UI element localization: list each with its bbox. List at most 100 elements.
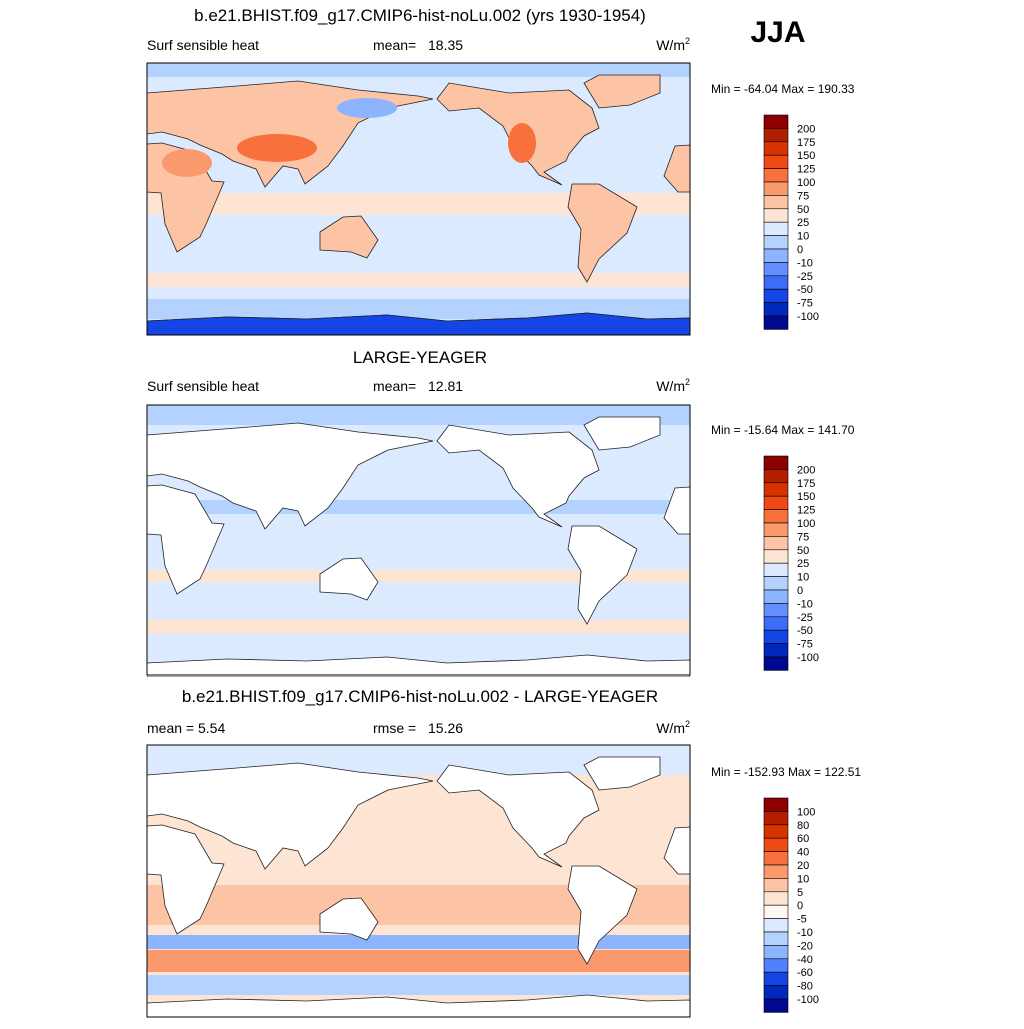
colorbar-box — [763, 195, 789, 210]
colorbar-box — [763, 931, 789, 946]
colorbar-label: 0 — [797, 585, 803, 597]
min-max: Min = -64.04 Max = 190.33 — [711, 82, 855, 96]
colorbar-box — [763, 797, 789, 812]
colorbar-label: 25 — [797, 217, 809, 229]
colorbar-label: 100 — [797, 177, 815, 189]
colorbar-box — [763, 616, 789, 631]
panel-title: b.e21.BHIST.f09_g17.CMIP6-hist-noLu.002 … — [182, 687, 658, 706]
colorbar-box — [763, 878, 789, 893]
colorbar-box — [763, 168, 789, 183]
colorbar-box — [763, 302, 789, 317]
colorbar-box — [763, 945, 789, 960]
colorbar-label: 0 — [797, 900, 803, 912]
stat-value: 18.35 — [428, 37, 463, 53]
colorbar-box — [763, 482, 789, 497]
colorbar-box — [763, 589, 789, 604]
units: W/m2 — [656, 36, 690, 53]
colorbar-label: 200 — [797, 123, 815, 135]
colorbar-label: -25 — [797, 271, 813, 283]
colorbar-box — [763, 918, 789, 933]
colorbar-box — [763, 288, 789, 303]
units-sup: 2 — [685, 36, 690, 46]
left-label: Surf sensible heat — [147, 37, 259, 53]
colorbar-box — [763, 998, 789, 1013]
colorbar-label: 25 — [797, 558, 809, 570]
colorbar-box — [763, 971, 789, 986]
colorbar-label: 50 — [797, 204, 809, 216]
map-1 — [146, 62, 691, 336]
colorbar-label: -10 — [797, 927, 813, 939]
colorbar-label: 0 — [797, 244, 803, 256]
colorbar-label: 100 — [797, 806, 815, 818]
colorbar-box — [763, 549, 789, 564]
panel-title: b.e21.BHIST.f09_g17.CMIP6-hist-noLu.002 … — [194, 6, 646, 25]
colorbar-box — [763, 509, 789, 524]
colorbar-label: 75 — [797, 190, 809, 202]
units: W/m2 — [656, 377, 690, 394]
colorbar-label: 80 — [797, 820, 809, 832]
colorbar-label: -10 — [797, 598, 813, 610]
colorbar-box — [763, 262, 789, 277]
units-base: W/m — [656, 378, 685, 394]
colorbar-box — [763, 235, 789, 250]
colorbar-box — [763, 469, 789, 484]
colorbar-label: 125 — [797, 505, 815, 517]
stat-value: 12.81 — [428, 378, 463, 394]
colorbar-label: -75 — [797, 639, 813, 651]
colorbar-box — [763, 629, 789, 644]
colorbar-label: 50 — [797, 545, 809, 557]
colorbar-label: -100 — [797, 994, 819, 1006]
colorbar-label: -10 — [797, 257, 813, 269]
colorbar-label: 100 — [797, 518, 815, 530]
colorbar-box — [763, 811, 789, 826]
colorbar-box — [763, 643, 789, 658]
colorbar-box — [763, 851, 789, 866]
colorbar-label: -50 — [797, 625, 813, 637]
colorbar-box — [763, 985, 789, 1000]
stat-label: mean= — [373, 37, 416, 53]
colorbar-box — [763, 455, 789, 470]
colorbar-label: -75 — [797, 298, 813, 310]
colorbar-label: -60 — [797, 967, 813, 979]
colorbar-label: 125 — [797, 164, 815, 176]
colorbar-label: -50 — [797, 284, 813, 296]
colorbar-label: -100 — [797, 652, 819, 664]
colorbar-box — [763, 536, 789, 551]
min-max: Min = -152.93 Max = 122.51 — [711, 765, 861, 779]
colorbar-label: 10 — [797, 873, 809, 885]
left-label: Surf sensible heat — [147, 378, 259, 394]
stat-label: rmse = — [373, 720, 416, 736]
colorbar-box — [763, 891, 789, 906]
colorbar-box — [763, 128, 789, 143]
colorbar-box — [763, 837, 789, 852]
units-base: W/m — [656, 37, 685, 53]
colorbar-box — [763, 656, 789, 671]
colorbar-label: -25 — [797, 612, 813, 624]
map-3 — [146, 744, 691, 1018]
colorbar-box — [763, 208, 789, 223]
colorbar-box — [763, 221, 789, 236]
colorbar-label: 150 — [797, 150, 815, 162]
colorbar-box — [763, 904, 789, 919]
colorbar-box — [763, 522, 789, 537]
colorbar-label: -40 — [797, 954, 813, 966]
min-max: Min = -15.64 Max = 141.70 — [711, 423, 855, 437]
colorbar-box — [763, 958, 789, 973]
stat-label: mean= — [373, 378, 416, 394]
colorbar-box — [763, 181, 789, 196]
colorbar-box — [763, 141, 789, 156]
colorbar-box — [763, 315, 789, 330]
map-2 — [146, 404, 691, 677]
colorbar-box — [763, 154, 789, 169]
colorbar-label: 40 — [797, 847, 809, 859]
colorbar-box — [763, 864, 789, 879]
colorbar-box — [763, 603, 789, 618]
units: W/m2 — [656, 719, 690, 736]
left-label: mean = 5.54 — [147, 720, 225, 736]
units-base: W/m — [656, 720, 685, 736]
colorbar-label: 150 — [797, 491, 815, 503]
season-label: JJA — [750, 16, 805, 49]
colorbar-label: -5 — [797, 914, 807, 926]
colorbar-label: 175 — [797, 137, 815, 149]
